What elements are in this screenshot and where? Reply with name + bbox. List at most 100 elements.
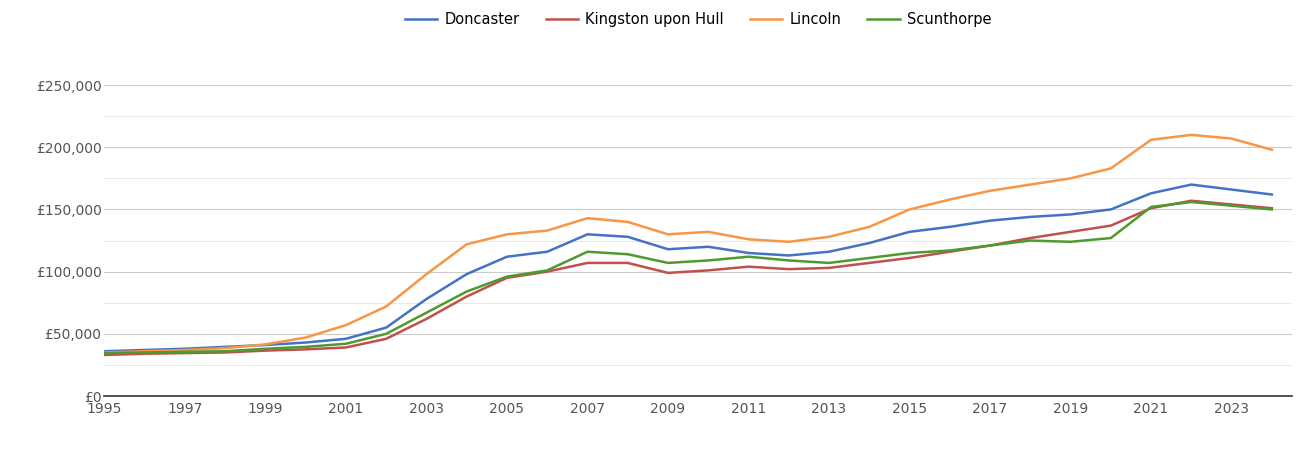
Kingston upon Hull <box>780 266 796 272</box>
Kingston upon Hull <box>1103 223 1118 228</box>
Doncaster <box>298 340 313 345</box>
Scunthorpe <box>539 268 555 273</box>
Kingston upon Hull <box>1265 206 1280 211</box>
Lincoln <box>983 188 998 194</box>
Doncaster <box>1224 187 1240 192</box>
Scunthorpe <box>499 274 514 279</box>
Scunthorpe <box>660 260 676 265</box>
Doncaster <box>137 347 153 353</box>
Scunthorpe <box>701 258 716 263</box>
Scunthorpe <box>1265 207 1280 212</box>
Doncaster <box>1265 192 1280 197</box>
Doncaster <box>1103 207 1118 212</box>
Line: Doncaster: Doncaster <box>104 184 1272 351</box>
Scunthorpe <box>298 344 313 350</box>
Scunthorpe <box>1184 199 1199 205</box>
Doncaster <box>499 254 514 259</box>
Scunthorpe <box>821 260 837 265</box>
Lincoln <box>218 346 234 351</box>
Kingston upon Hull <box>902 255 917 261</box>
Kingston upon Hull <box>741 264 757 270</box>
Scunthorpe <box>579 249 595 254</box>
Scunthorpe <box>1143 204 1159 210</box>
Kingston upon Hull <box>579 260 595 265</box>
Lincoln <box>660 232 676 237</box>
Line: Scunthorpe: Scunthorpe <box>104 202 1272 353</box>
Doncaster <box>780 253 796 258</box>
Lincoln <box>1062 176 1078 181</box>
Kingston upon Hull <box>1224 202 1240 207</box>
Kingston upon Hull <box>97 352 112 358</box>
Scunthorpe <box>902 250 917 256</box>
Doncaster <box>861 240 877 246</box>
Doncaster <box>902 229 917 234</box>
Scunthorpe <box>1103 235 1118 241</box>
Lincoln <box>1103 166 1118 171</box>
Scunthorpe <box>137 350 153 355</box>
Scunthorpe <box>983 243 998 248</box>
Kingston upon Hull <box>1062 229 1078 234</box>
Scunthorpe <box>1224 203 1240 208</box>
Scunthorpe <box>338 341 354 346</box>
Lincoln <box>579 216 595 221</box>
Lincoln <box>97 350 112 355</box>
Scunthorpe <box>257 346 273 351</box>
Line: Kingston upon Hull: Kingston upon Hull <box>104 201 1272 355</box>
Lincoln <box>942 197 958 202</box>
Doncaster <box>419 296 435 302</box>
Legend: Doncaster, Kingston upon Hull, Lincoln, Scunthorpe: Doncaster, Kingston upon Hull, Lincoln, … <box>399 7 997 33</box>
Doncaster <box>97 349 112 354</box>
Kingston upon Hull <box>177 351 193 356</box>
Scunthorpe <box>861 255 877 261</box>
Kingston upon Hull <box>1022 235 1037 241</box>
Lincoln <box>459 242 475 247</box>
Kingston upon Hull <box>660 270 676 275</box>
Lincoln <box>1224 136 1240 141</box>
Kingston upon Hull <box>419 316 435 322</box>
Lincoln <box>902 207 917 212</box>
Doncaster <box>1062 212 1078 217</box>
Doncaster <box>1184 182 1199 187</box>
Kingston upon Hull <box>218 350 234 355</box>
Scunthorpe <box>620 252 636 257</box>
Doncaster <box>821 249 837 254</box>
Doncaster <box>579 232 595 237</box>
Lincoln <box>780 239 796 244</box>
Doncaster <box>378 325 394 330</box>
Lincoln <box>539 228 555 233</box>
Lincoln <box>499 232 514 237</box>
Doncaster <box>257 342 273 348</box>
Doncaster <box>539 249 555 254</box>
Lincoln <box>298 335 313 340</box>
Kingston upon Hull <box>1143 206 1159 211</box>
Kingston upon Hull <box>701 268 716 273</box>
Scunthorpe <box>1062 239 1078 244</box>
Kingston upon Hull <box>861 260 877 265</box>
Doncaster <box>660 247 676 252</box>
Kingston upon Hull <box>459 294 475 299</box>
Kingston upon Hull <box>257 348 273 353</box>
Kingston upon Hull <box>1184 198 1199 203</box>
Scunthorpe <box>177 349 193 355</box>
Lincoln <box>1022 182 1037 187</box>
Scunthorpe <box>459 289 475 294</box>
Line: Lincoln: Lincoln <box>104 135 1272 352</box>
Doncaster <box>701 244 716 249</box>
Scunthorpe <box>780 258 796 263</box>
Doncaster <box>459 271 475 277</box>
Lincoln <box>821 234 837 239</box>
Kingston upon Hull <box>499 275 514 280</box>
Scunthorpe <box>218 349 234 354</box>
Doncaster <box>177 346 193 351</box>
Kingston upon Hull <box>298 346 313 352</box>
Lincoln <box>177 347 193 353</box>
Lincoln <box>1265 147 1280 153</box>
Lincoln <box>378 304 394 309</box>
Kingston upon Hull <box>539 269 555 274</box>
Scunthorpe <box>1022 238 1037 243</box>
Scunthorpe <box>741 254 757 259</box>
Scunthorpe <box>942 248 958 253</box>
Kingston upon Hull <box>378 336 394 342</box>
Doncaster <box>1022 214 1037 220</box>
Scunthorpe <box>419 310 435 315</box>
